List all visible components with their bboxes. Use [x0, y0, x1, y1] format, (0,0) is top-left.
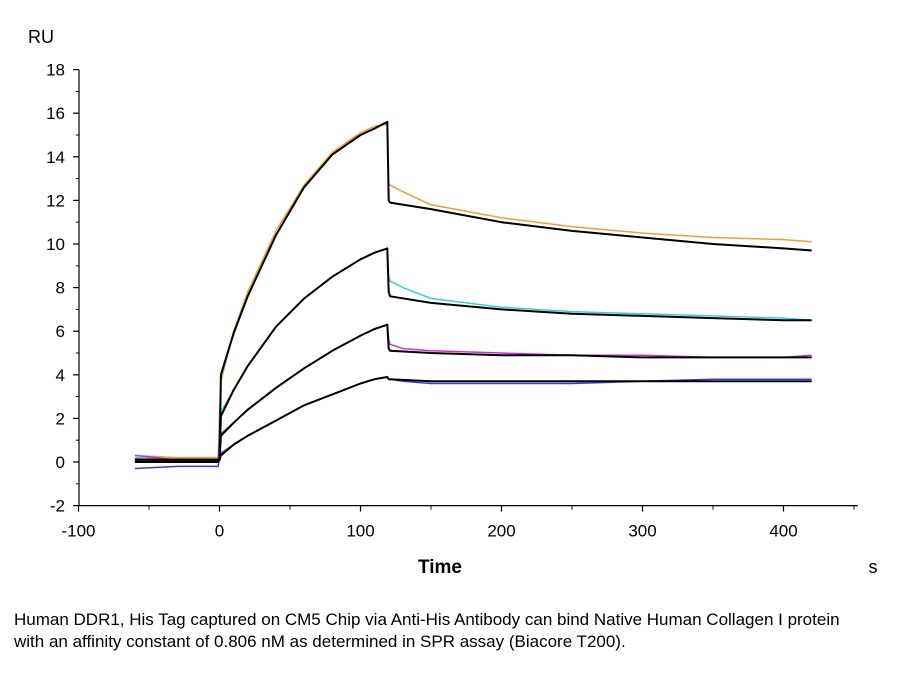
y-axis-label: RU — [28, 27, 54, 47]
x-tick-label: 300 — [628, 522, 656, 541]
y-tick-label: 16 — [46, 104, 65, 123]
sensorgram-curve-3 — [134, 323, 812, 461]
x-tick-label: 0 — [215, 522, 224, 541]
y-axis-ticks: -2 0 2 4 6 8 10 12 14 16 18 — [46, 61, 79, 516]
x-tick-label: -100 — [61, 522, 95, 541]
fit-curve-6 — [134, 247, 812, 461]
x-axis-label: Time — [418, 557, 462, 578]
y-tick-label: 18 — [46, 61, 65, 80]
y-tick-label: 6 — [56, 322, 65, 341]
fit-curve-7 — [134, 323, 812, 461]
y-tick-label: 8 — [56, 279, 65, 298]
sensorgram-curve-1 — [134, 123, 812, 459]
y-tick-label: 0 — [56, 453, 65, 472]
y-tick-label: 4 — [56, 366, 65, 385]
y-tick-label: 10 — [46, 235, 65, 254]
fit-curve-5 — [134, 120, 812, 461]
x-axis-unit-label: s — [869, 557, 878, 577]
series-layer — [134, 120, 812, 470]
y-tick-label: 12 — [46, 191, 65, 210]
fit-curve-8 — [134, 376, 812, 463]
x-axis-ticks: -100 0 100 200 300 400 — [61, 505, 855, 541]
sensorgram-curve-4 — [134, 376, 812, 470]
x-tick-label: 200 — [487, 522, 515, 541]
figure-caption: Human DDR1, His Tag captured on CM5 Chip… — [14, 610, 840, 651]
x-tick-label: 400 — [769, 522, 797, 541]
x-tick-label: 100 — [346, 522, 374, 541]
spr-sensorgram-chart: -2 0 2 4 6 8 10 12 14 16 18 -100 0 100 200 300 400 RU T… — [28, 27, 878, 578]
y-tick-label: -2 — [50, 497, 65, 516]
y-tick-label: 2 — [56, 409, 65, 428]
y-tick-label: 14 — [46, 148, 65, 167]
